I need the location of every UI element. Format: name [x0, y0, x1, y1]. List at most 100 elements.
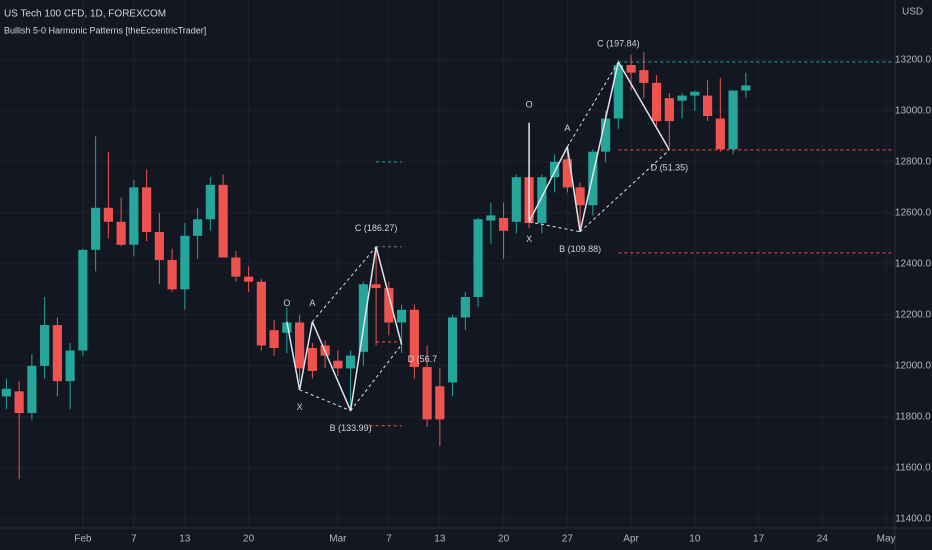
pattern-point-label: B (109.88): [559, 244, 601, 254]
x-tick-label: 7: [386, 534, 392, 545]
y-tick-label: 11400.0: [895, 513, 931, 524]
candle-body: [409, 309, 419, 368]
pattern-dashed-leg: [566, 61, 619, 148]
candle-body: [193, 219, 203, 236]
candle-body: [52, 325, 62, 382]
patterns: O X A B (133.99) C (186.27) D (56.7 O X A B (109.…: [283, 38, 688, 433]
chart-title: US Tech 100 CFD, 1D, FOREXCOM: [4, 9, 166, 20]
x-tick-label: 17: [753, 534, 765, 545]
candle-body: [601, 118, 611, 152]
pattern-dashed-leg: [579, 149, 670, 233]
candle-body: [282, 322, 292, 333]
x-tick-label: 24: [817, 534, 829, 545]
pattern-leg: [375, 246, 403, 345]
candle-body: [422, 367, 432, 420]
candle-body: [397, 309, 407, 323]
candle-body: [639, 70, 649, 83]
pattern-leg: [566, 146, 581, 232]
pattern-dashed-leg: [311, 246, 377, 323]
x-tick-label: 20: [498, 534, 510, 545]
x-tick-label: 20: [243, 534, 255, 545]
candle-body: [295, 322, 305, 369]
pattern-point-label: O: [283, 298, 290, 308]
candle-body: [78, 249, 88, 351]
candle-body: [65, 350, 75, 382]
candle-body: [575, 187, 585, 206]
pattern-leg: [298, 321, 314, 390]
pattern-leg: [286, 321, 301, 390]
y-tick-label: 12800.0: [895, 157, 932, 168]
pattern-leg: [528, 146, 569, 223]
y-tick-label: 11600.0: [895, 462, 931, 473]
candle-body: [231, 257, 241, 277]
axes: 11400.0 11600.0 11800.0 12000.0 12200.0 12400…: [74, 55, 931, 545]
candle-body: [728, 90, 738, 150]
pattern-point-label: A: [309, 298, 315, 308]
x-tick-label: Apr: [623, 534, 639, 545]
candle-body: [460, 297, 470, 318]
candle-body: [448, 317, 458, 383]
y-tick-label: 12600.0: [895, 208, 932, 219]
candle-body: [116, 221, 126, 245]
candle-body: [651, 82, 662, 122]
candle-body: [256, 281, 266, 346]
x-tick-label: Feb: [74, 534, 92, 545]
candle-body: [473, 219, 483, 298]
pattern-dashed-leg: [350, 344, 402, 412]
candle-body: [14, 391, 24, 414]
candle-body: [537, 177, 547, 224]
candle-body: [180, 235, 190, 290]
candle-body: [677, 95, 687, 101]
x-tick-label: May: [877, 534, 896, 545]
x-tick-label: 13: [179, 534, 191, 545]
y-tick-label: 11800.0: [895, 411, 931, 422]
pattern-leg: [311, 321, 352, 412]
y-tick-label: 13200.0: [895, 55, 932, 66]
candle-body: [550, 161, 560, 178]
candle-body: [40, 325, 50, 366]
x-tick-label: 10: [689, 534, 701, 545]
candle-body: [244, 276, 254, 282]
candle-body: [511, 177, 521, 222]
candles: [1, 52, 751, 480]
candle-body: [562, 159, 572, 188]
pattern-point-label: C (197.84): [597, 38, 640, 48]
candle-body: [690, 91, 700, 96]
y-axis-label: USD: [902, 7, 923, 18]
candle-body: [613, 65, 623, 119]
y-tick-label: 13000.0: [895, 106, 932, 117]
candle-body: [346, 355, 356, 369]
candle-body: [741, 85, 751, 91]
candle-body: [1, 388, 11, 397]
y-tick-label: 12200.0: [895, 310, 932, 321]
candle-body: [307, 348, 317, 371]
candle-body: [333, 360, 343, 369]
indicator-name: Bullish 5-0 Harmonic Patterns [theEccent…: [4, 25, 206, 35]
candle-body: [91, 207, 101, 250]
pattern-point-label: B (133.99): [330, 423, 372, 433]
candle-body: [384, 288, 394, 323]
candle-body: [358, 284, 368, 352]
candle-body: [154, 232, 164, 261]
y-tick-label: 12400.0: [895, 259, 932, 270]
candle-body: [664, 98, 674, 122]
candle-body: [129, 187, 139, 245]
candle-body: [435, 386, 445, 420]
candle-body: [371, 284, 381, 289]
x-tick-label: 13: [434, 534, 446, 545]
pattern-dashed-leg: [528, 221, 581, 233]
candle-body: [167, 260, 177, 290]
y-tick-label: 12000.0: [895, 360, 932, 371]
pattern-leg: [349, 246, 377, 411]
candle-body: [702, 95, 713, 117]
pattern-point-label: X: [297, 402, 303, 412]
candle-body: [103, 207, 113, 222]
candle-body: [486, 215, 496, 221]
pattern-point-label: X: [526, 234, 532, 244]
pattern-point-label: D (56.7: [408, 354, 438, 364]
pattern-leg: [579, 61, 620, 232]
candle-body: [269, 330, 279, 349]
pattern-leg: [617, 61, 670, 151]
